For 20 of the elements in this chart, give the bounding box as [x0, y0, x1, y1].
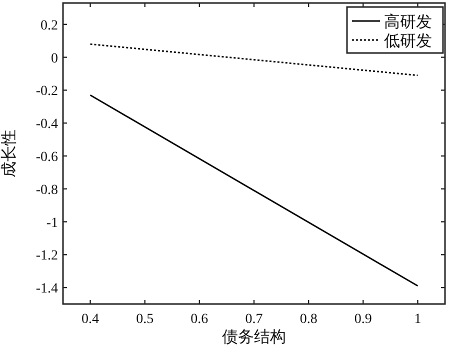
y-tick-label: -0.8: [36, 182, 58, 198]
x-tick-label: 0.7: [245, 312, 263, 327]
legend-label: 低研发: [384, 33, 432, 50]
y-tick-label: -1.2: [36, 248, 58, 264]
x-tick-label: 0.6: [190, 312, 208, 327]
y-tick-label: -1: [46, 216, 58, 231]
x-tick-label: 0.4: [82, 312, 100, 327]
x-axis-title: 债务结构: [222, 328, 286, 346]
y-tick-label: -1.4: [36, 282, 58, 297]
y-axis-title: 成长性: [0, 130, 18, 178]
y-tick-label: -0.4: [36, 117, 58, 132]
y-tick-label: -0.2: [36, 84, 58, 100]
y-tick-label: -0.6: [36, 150, 58, 165]
x-tick-label: 0.9: [354, 312, 372, 327]
y-tick-label: 0: [51, 51, 58, 66]
x-tick-label: 1: [414, 312, 422, 327]
y-tick-label: 0.2: [40, 18, 58, 34]
legend-label: 高研发: [384, 13, 432, 31]
x-tick-label: 0.8: [300, 312, 318, 327]
x-tick-label: 0.5: [136, 312, 154, 327]
